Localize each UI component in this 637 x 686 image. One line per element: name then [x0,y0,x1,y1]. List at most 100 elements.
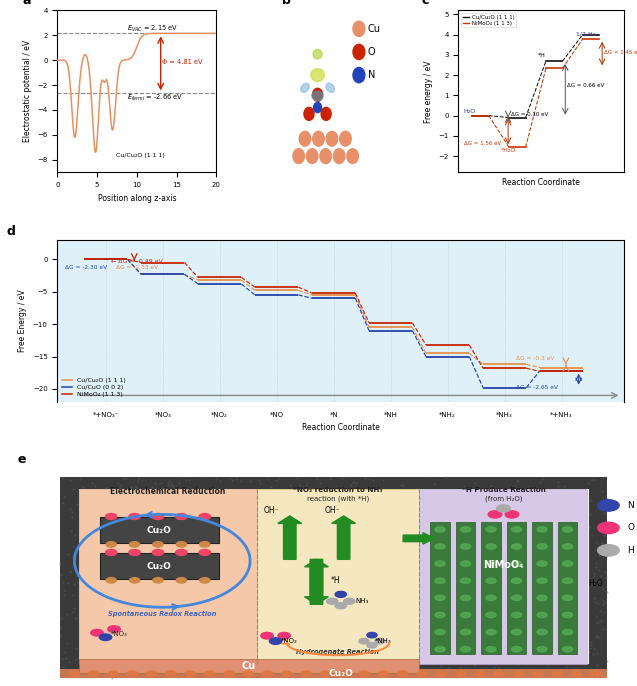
Point [429,617,439,628]
Point [229,586,240,597]
Point [469,477,480,488]
Point [547,665,557,676]
Point [106,527,117,538]
Point [443,662,454,673]
Point [216,513,226,524]
Point [416,579,426,590]
Point [489,604,499,615]
Point [481,549,491,560]
Point [81,580,91,591]
Circle shape [435,629,445,635]
Point [592,660,602,671]
Point [69,530,80,541]
Circle shape [486,646,496,652]
Point [319,671,329,682]
Point [65,565,75,576]
Point [127,628,138,639]
Point [376,590,387,601]
Point [484,497,494,508]
Point [371,658,381,669]
Point [347,581,357,592]
Point [183,528,194,539]
Point [506,541,517,552]
Point [278,652,289,663]
Point [62,577,73,588]
Point [372,596,382,607]
Point [570,554,580,565]
Point [140,494,150,505]
Point [343,537,353,548]
Point [489,662,499,673]
Circle shape [537,595,547,600]
Point [409,590,419,601]
Point [494,667,504,678]
Y-axis label: Free energy / eV: Free energy / eV [424,60,433,123]
Point [357,587,368,598]
Circle shape [321,108,331,120]
Point [271,499,282,510]
Point [153,567,163,578]
Point [168,635,178,646]
Point [85,644,96,655]
Point [445,517,455,528]
Point [123,650,133,661]
Point [220,483,231,494]
Circle shape [562,527,573,532]
Point [478,566,488,577]
Point [381,602,391,613]
Point [233,652,243,663]
Point [295,608,305,619]
Point [574,548,584,559]
Point [331,556,341,567]
Point [151,615,161,626]
Point [522,512,532,523]
Point [470,614,480,625]
Point [295,641,305,652]
Circle shape [108,671,118,676]
Point [354,623,364,634]
Point [291,544,301,555]
Point [554,562,564,573]
Point [164,475,175,486]
Point [390,486,400,497]
Point [203,584,213,595]
Circle shape [166,671,176,676]
Circle shape [512,629,522,635]
Point [101,518,111,529]
Point [324,652,334,663]
Point [412,482,422,493]
Point [483,576,494,587]
Point [231,598,241,609]
Point [259,571,269,582]
Point [169,604,179,615]
Point [301,629,311,640]
Point [461,506,471,517]
Point [220,642,231,653]
Point [568,578,578,589]
Point [544,508,554,519]
Circle shape [269,638,282,644]
Point [364,623,374,634]
Point [580,562,590,573]
Point [79,576,89,587]
Point [372,533,382,544]
Point [85,556,96,567]
Point [601,571,611,582]
Point [519,524,529,535]
Circle shape [537,561,547,567]
Point [85,519,96,530]
Point [272,663,282,674]
Point [233,661,243,672]
Point [261,622,271,632]
Point [590,672,601,683]
Point [332,615,342,626]
Point [443,525,453,536]
Point [89,665,99,676]
Point [315,620,325,631]
Point [318,493,329,504]
Text: ΔG = 0.10 eV: ΔG = 0.10 eV [511,112,548,117]
Point [412,617,422,628]
Point [492,495,503,506]
Point [311,552,322,563]
Point [259,650,269,661]
